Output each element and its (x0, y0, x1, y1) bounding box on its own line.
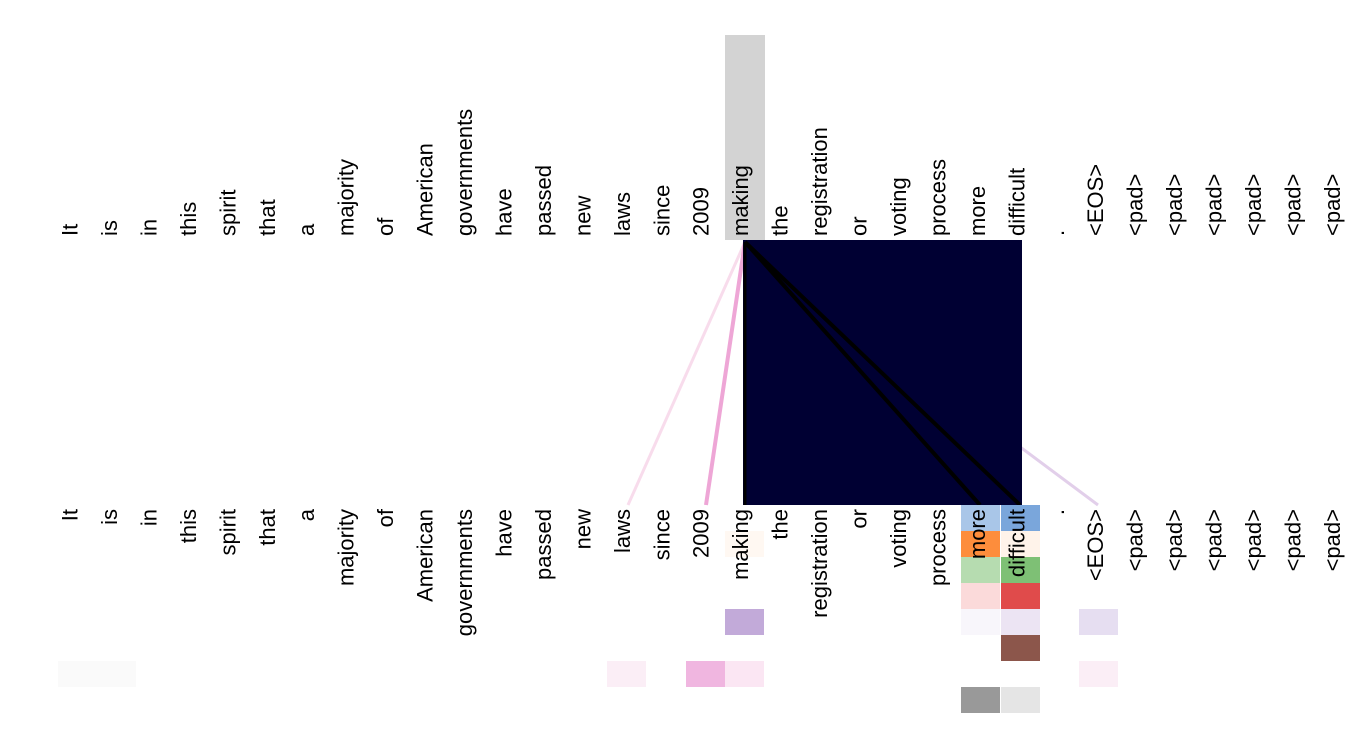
top-token[interactable]: making (728, 165, 753, 236)
head-cell (961, 531, 1000, 557)
head-cell (1001, 557, 1040, 583)
top-token[interactable]: governments (452, 109, 477, 236)
bottom-token[interactable]: <pad> (1162, 509, 1187, 571)
bottom-token[interactable]: majority (334, 509, 359, 586)
bottom-token[interactable]: the (768, 509, 793, 540)
top-token[interactable]: <pad> (1162, 174, 1187, 236)
bottom-token[interactable]: laws (610, 509, 635, 553)
bottom-token[interactable]: of (373, 508, 398, 527)
top-token[interactable]: since (649, 185, 674, 236)
top-token[interactable]: the (768, 205, 793, 236)
head-cell (1001, 583, 1040, 609)
bottom-token[interactable]: passed (531, 509, 556, 580)
decor (58, 35, 1118, 713)
top-token[interactable]: voting (886, 177, 911, 236)
top-token[interactable]: American (413, 143, 438, 236)
top-token[interactable]: new (570, 196, 595, 236)
bottom-token[interactable]: 2009 (689, 509, 714, 558)
bottom-token[interactable]: <EOS> (1083, 509, 1108, 581)
bottom-token[interactable]: <pad> (1123, 509, 1148, 571)
head-cell (961, 583, 1000, 609)
top-token[interactable]: <pad> (1241, 174, 1266, 236)
top-token[interactable]: is (97, 220, 122, 236)
head-cell (1079, 609, 1118, 635)
head-cell (961, 609, 1000, 635)
top-token[interactable]: <pad> (1280, 174, 1305, 236)
bottom-token[interactable]: that (255, 509, 280, 546)
head-cell (1001, 531, 1040, 557)
bottom-token[interactable]: <pad> (1241, 509, 1266, 571)
top-token[interactable]: spirit (215, 190, 240, 236)
bottom-token[interactable]: American (413, 509, 438, 602)
head-cell (58, 661, 136, 687)
top-token[interactable]: this (176, 202, 201, 236)
top-token[interactable]: or (847, 216, 872, 236)
top-token[interactable]: registration (807, 127, 832, 236)
bottom-token[interactable]: <pad> (1280, 509, 1305, 571)
top-token[interactable]: <pad> (1123, 174, 1148, 236)
top-token[interactable]: difficult (1004, 168, 1029, 236)
bottom-token[interactable]: process (925, 509, 950, 586)
top-token[interactable]: <pad> (1202, 174, 1227, 236)
selected-token-highlight[interactable] (725, 35, 765, 240)
top-token[interactable]: majority (334, 159, 359, 236)
bottom-token[interactable]: have (491, 509, 516, 557)
top-token[interactable]: process (925, 159, 950, 236)
top-token[interactable]: 2009 (689, 187, 714, 236)
bottom-token[interactable]: governments (452, 509, 477, 636)
top-token[interactable]: passed (531, 165, 556, 236)
top-token[interactable]: more (965, 186, 990, 236)
top-token[interactable]: laws (610, 192, 635, 236)
bottom-token[interactable]: making (728, 509, 753, 580)
top-token[interactable]: a (294, 223, 319, 236)
bottom-token[interactable]: difficult (1004, 509, 1029, 577)
bottom-token[interactable]: spirit (215, 509, 240, 555)
top-token[interactable]: of (373, 217, 398, 236)
bottom-token[interactable]: since (649, 509, 674, 560)
labels: It is in this spirit that a majority of American g… (58, 109, 1345, 636)
bottom-token[interactable]: <pad> (1202, 509, 1227, 571)
head-cell (1001, 609, 1040, 635)
top-token[interactable]: have (491, 188, 516, 236)
bottom-token[interactable]: <pad> (1320, 509, 1345, 571)
top-token[interactable]: It (58, 224, 83, 236)
bottom-token[interactable]: in (136, 509, 161, 526)
head-cell (961, 505, 1000, 531)
head-cell (961, 557, 1000, 583)
head-cell (725, 661, 764, 687)
top-token[interactable]: <EOS> (1083, 164, 1108, 236)
top-token[interactable]: that (255, 199, 280, 236)
bottom-token[interactable]: It (58, 509, 83, 521)
head-cell (1079, 661, 1118, 687)
top-token[interactable]: . (1044, 230, 1069, 236)
top-token[interactable]: <pad> (1320, 174, 1345, 236)
bottom-token[interactable]: this (176, 509, 201, 543)
head-cell (1001, 635, 1040, 661)
bottom-token[interactable]: or (847, 509, 872, 529)
head-cell (725, 531, 764, 557)
head-cell (725, 609, 764, 635)
top-token[interactable]: in (136, 219, 161, 236)
head-cell (607, 661, 646, 687)
head-cell (961, 687, 1000, 713)
head-cell (686, 661, 725, 687)
head-cell (1001, 505, 1040, 531)
attention-line (743, 240, 1022, 507)
bottom-token[interactable]: more (965, 509, 990, 559)
bottom-token[interactable]: is (97, 509, 122, 525)
bottom-token[interactable]: . (1044, 509, 1069, 515)
bottom-token[interactable]: a (294, 508, 319, 521)
bottom-token[interactable]: new (570, 509, 595, 549)
head-cell (1001, 687, 1040, 713)
attention-line (704, 241, 747, 506)
attention-line (743, 240, 982, 507)
bottom-token[interactable]: registration (807, 509, 832, 618)
bottom-token[interactable]: voting (886, 509, 911, 568)
attention-line (626, 241, 747, 506)
